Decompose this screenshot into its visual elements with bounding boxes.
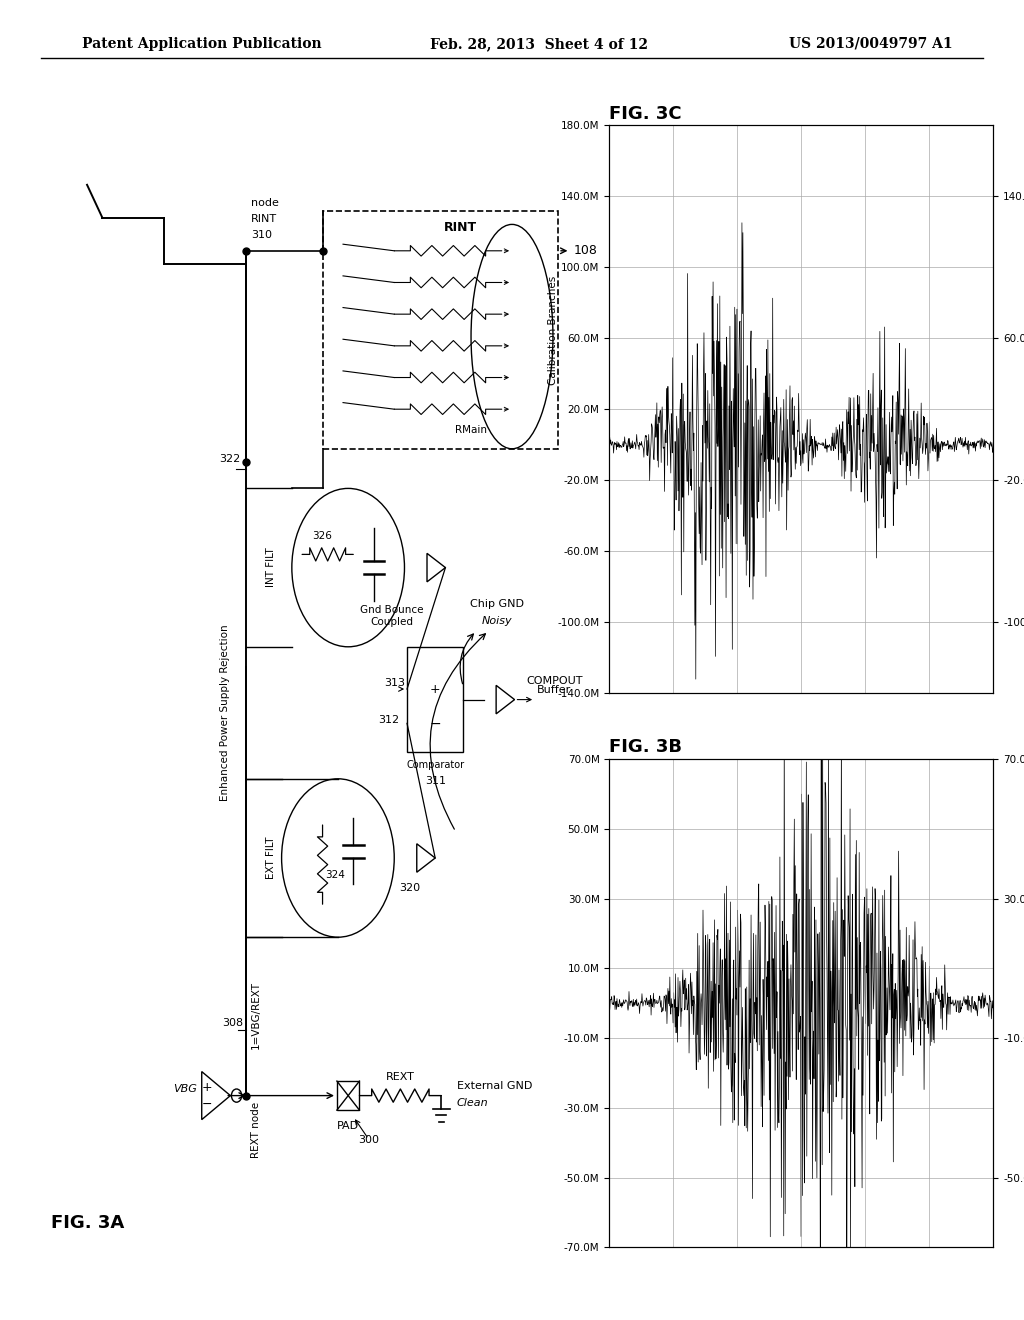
Text: node: node — [251, 198, 279, 209]
Text: FIG. 3A: FIG. 3A — [51, 1213, 125, 1232]
Text: External GND: External GND — [457, 1081, 532, 1092]
Text: REXT: REXT — [386, 1072, 415, 1082]
Text: 313: 313 — [384, 678, 406, 689]
Text: 108: 108 — [573, 244, 597, 257]
Text: Feb. 28, 2013  Sheet 4 of 12: Feb. 28, 2013 Sheet 4 of 12 — [430, 37, 648, 51]
Text: Gnd Bounce
Coupled: Gnd Bounce Coupled — [359, 606, 424, 627]
Text: 1=VBG/REXT: 1=VBG/REXT — [251, 981, 261, 1049]
Text: INT FILT: INT FILT — [266, 548, 276, 587]
Text: 324: 324 — [326, 870, 345, 880]
Text: Chip GND: Chip GND — [470, 599, 523, 610]
Text: VBG: VBG — [173, 1084, 197, 1094]
Text: PAD: PAD — [337, 1121, 359, 1131]
Text: Buffer: Buffer — [537, 685, 571, 696]
Text: FIG. 3B: FIG. 3B — [609, 738, 682, 756]
Bar — [337, 1081, 359, 1110]
Text: 326: 326 — [312, 531, 333, 541]
Text: 311: 311 — [425, 776, 445, 787]
Text: COMPOUT: COMPOUT — [526, 676, 584, 686]
Text: 300: 300 — [358, 1135, 380, 1146]
Bar — [323, 211, 558, 449]
Text: RINT: RINT — [444, 220, 477, 234]
Text: RINT: RINT — [251, 214, 278, 224]
Text: 322: 322 — [219, 454, 241, 465]
Text: Noisy: Noisy — [481, 616, 512, 627]
Text: +: + — [430, 682, 440, 696]
Text: Patent Application Publication: Patent Application Publication — [82, 37, 322, 51]
Text: +: + — [202, 1081, 212, 1094]
Text: 310: 310 — [251, 230, 272, 240]
Text: REXT node: REXT node — [251, 1102, 261, 1159]
Text: Comparator: Comparator — [407, 760, 464, 771]
Text: FIG. 3C: FIG. 3C — [609, 104, 682, 123]
Text: US 2013/0049797 A1: US 2013/0049797 A1 — [788, 37, 952, 51]
Text: EXT FILT: EXT FILT — [266, 837, 276, 879]
Text: Calibration Branches: Calibration Branches — [548, 276, 558, 384]
Text: −: − — [429, 717, 441, 730]
Text: −: − — [202, 1098, 212, 1111]
Text: 308: 308 — [222, 1018, 244, 1028]
Text: Enhanced Power Supply Rejection: Enhanced Power Supply Rejection — [220, 624, 230, 801]
Text: RMain: RMain — [455, 425, 487, 436]
Text: 312: 312 — [378, 715, 399, 726]
Text: Clean: Clean — [457, 1098, 488, 1109]
Bar — [407, 647, 463, 752]
Text: 320: 320 — [399, 883, 421, 894]
